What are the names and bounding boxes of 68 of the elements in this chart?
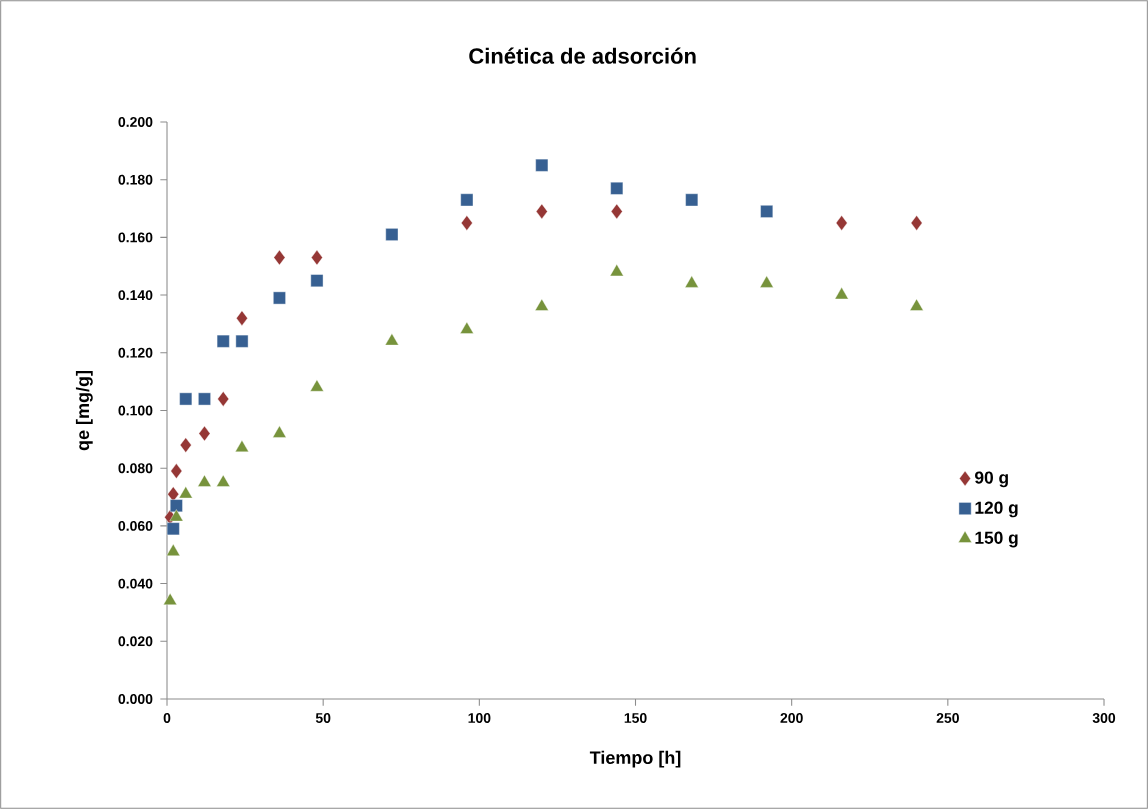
legend-label: 90 g <box>975 471 1008 488</box>
point <box>216 474 231 487</box>
point <box>197 474 212 487</box>
legend-label: 120 g <box>975 501 1018 518</box>
point <box>163 592 178 605</box>
x-tick-label: 200 <box>780 713 803 723</box>
point <box>909 298 924 311</box>
y-tick-label: 0.160 <box>118 232 153 243</box>
point <box>166 543 181 556</box>
x-tick-label: 150 <box>624 713 647 723</box>
point <box>198 425 211 442</box>
x-axis-title: Tiempo [h] <box>589 750 681 768</box>
point <box>385 228 399 241</box>
y-tick-label: 0.020 <box>118 636 153 647</box>
point <box>273 249 286 266</box>
x-tick-label: 250 <box>936 713 959 723</box>
point <box>170 499 183 513</box>
point <box>536 203 548 220</box>
point <box>610 203 623 220</box>
point <box>461 215 473 231</box>
point <box>235 334 249 348</box>
point <box>384 333 399 346</box>
y-tick-label: 0.180 <box>118 174 153 185</box>
point <box>179 437 192 453</box>
point <box>310 379 324 392</box>
point <box>835 215 848 231</box>
legend-label: 150 g <box>975 531 1018 548</box>
x-tick-label: 50 <box>315 713 331 723</box>
point <box>685 193 699 207</box>
y-tick-label: 0.060 <box>118 520 153 531</box>
point <box>910 215 923 231</box>
point <box>170 463 183 479</box>
point <box>166 522 180 536</box>
y-tick-label: 0.080 <box>118 463 153 474</box>
point <box>217 391 230 407</box>
y-axis-title: qe [mg/g] <box>75 371 93 451</box>
x-tick-label: 100 <box>468 713 491 723</box>
x-tick-label: 300 <box>1092 713 1116 723</box>
point <box>311 249 323 266</box>
point <box>310 274 324 287</box>
point <box>610 182 624 195</box>
y-tick-label: 0.040 <box>118 578 153 589</box>
y-tick-label: 0.100 <box>118 405 153 416</box>
point <box>273 291 286 305</box>
point <box>235 440 249 453</box>
point <box>535 158 549 172</box>
point <box>216 334 230 348</box>
point <box>834 287 849 300</box>
point <box>609 264 624 277</box>
chart-title: Cinética de adsorción <box>469 47 696 64</box>
y-tick-label: 0.200 <box>118 117 153 127</box>
point <box>169 509 184 522</box>
point <box>534 298 549 311</box>
point <box>760 205 774 218</box>
point <box>198 392 211 406</box>
point <box>167 486 180 502</box>
point <box>460 193 474 207</box>
point <box>684 275 699 288</box>
y-tick-label: 0.120 <box>118 347 153 358</box>
x-tick-label: 0 <box>163 713 171 723</box>
point <box>759 275 774 288</box>
point <box>178 486 193 499</box>
y-tick-label: 0.140 <box>118 290 153 301</box>
point <box>459 321 474 334</box>
y-tick-label: 0.000 <box>118 694 153 704</box>
point <box>236 310 248 326</box>
point <box>179 392 193 406</box>
point <box>272 425 287 438</box>
